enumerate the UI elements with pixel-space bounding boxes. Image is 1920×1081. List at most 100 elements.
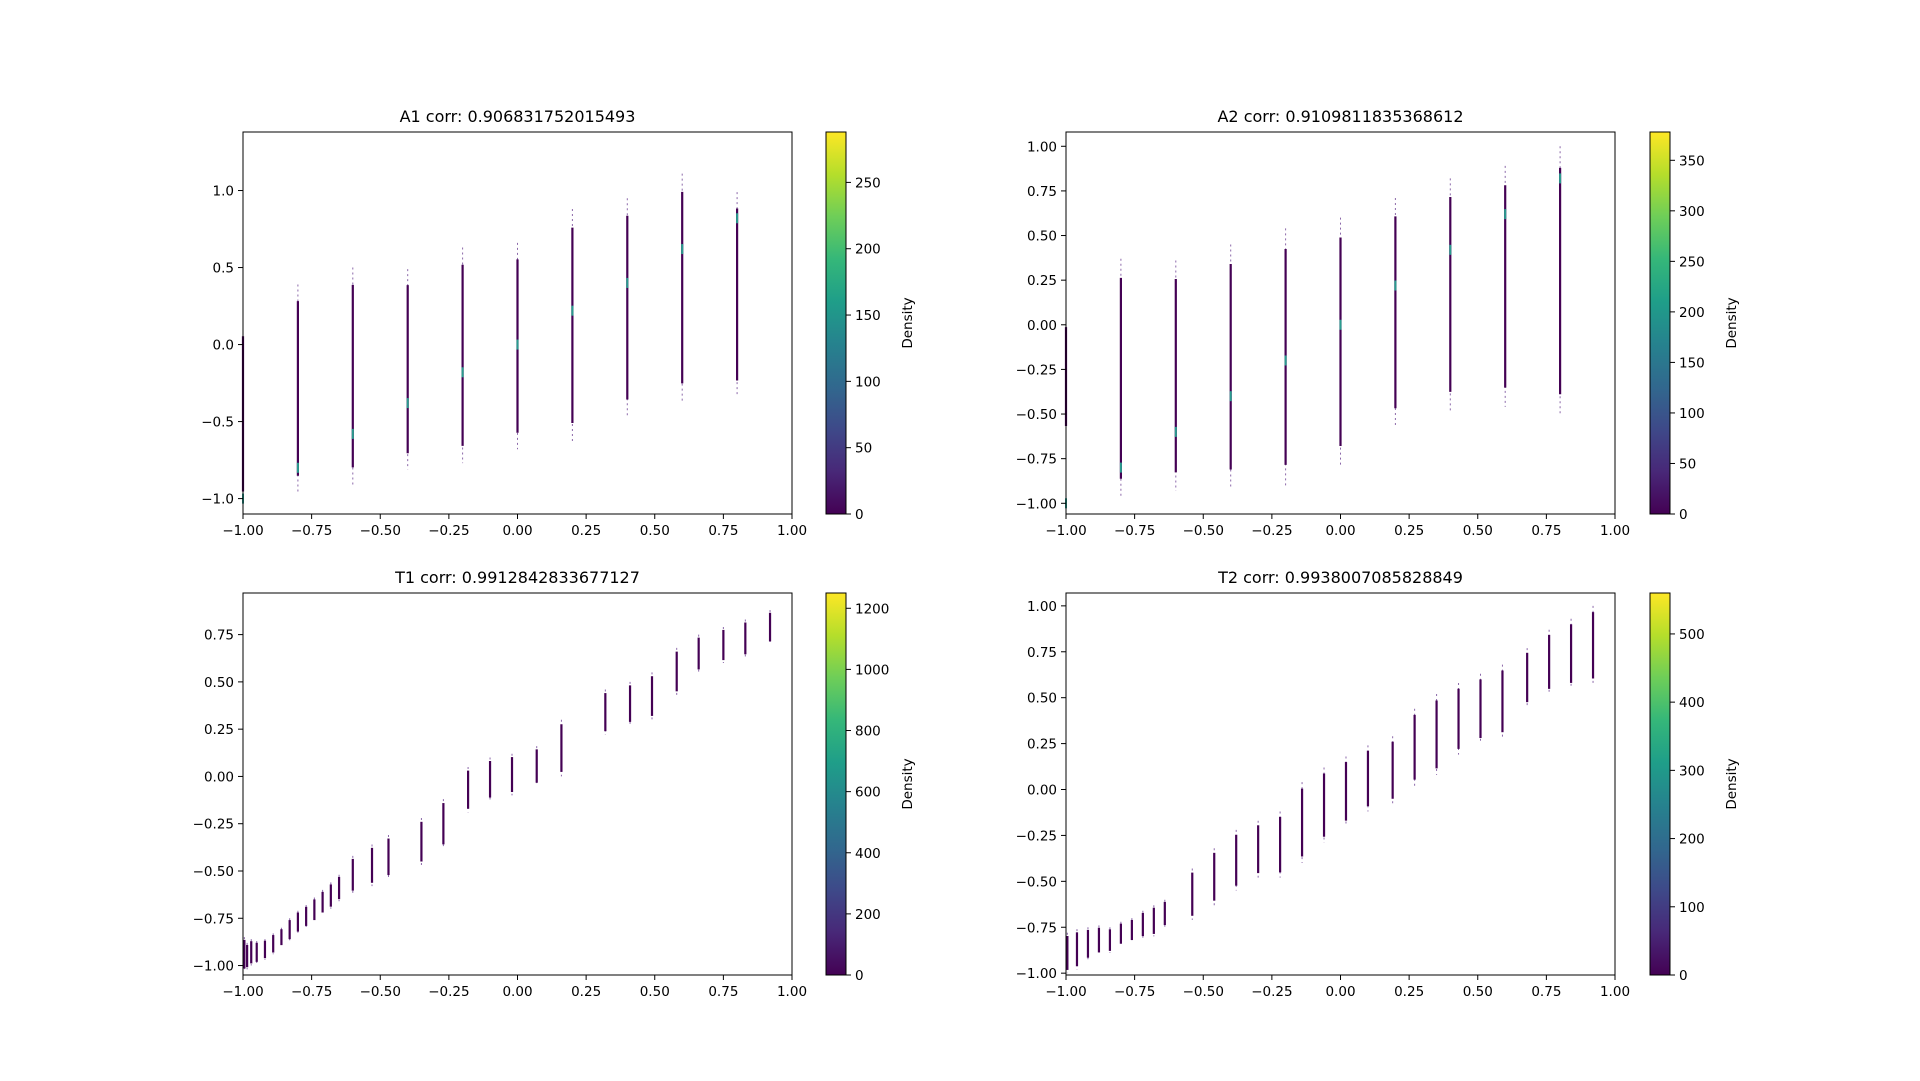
colorbar-tick-label: 400	[855, 846, 881, 862]
y-tick-label: 0.00	[204, 769, 234, 785]
colorbar-tick-label: 300	[1679, 204, 1705, 220]
data-marks	[243, 610, 772, 972]
y-tick-label: 0.0	[213, 338, 234, 354]
x-tick-label: 0.25	[1394, 984, 1424, 1000]
y-tick-label: 1.00	[1027, 599, 1057, 615]
colorbar-tick-label: 100	[1679, 406, 1705, 422]
colorbar-tick-label: 200	[1679, 832, 1705, 848]
x-tick-label: −1.00	[222, 523, 263, 539]
y-tick-label: −1.00	[1016, 496, 1057, 512]
panel-1: A1 corr: 0.906831752015493−1.00 −0.75 −0.5…	[201, 107, 916, 539]
x-tick-label: −0.75	[1114, 523, 1155, 539]
x-tick-label: −0.25	[1251, 523, 1292, 539]
y-tick-label: 0.50	[1027, 691, 1057, 707]
x-tick-label: 1.00	[777, 523, 807, 539]
colorbar-tick-label: 200	[855, 907, 881, 923]
colorbar-tick-label: 400	[1679, 695, 1705, 711]
x-tick-label: 0.50	[640, 984, 670, 1000]
plot-frame	[1065, 592, 1616, 976]
colorbar-label: Density	[1724, 297, 1740, 348]
colorbar-tick-label: 350	[1679, 153, 1705, 169]
colorbar: 0 50 100 150 200 250 Density	[825, 131, 916, 523]
colorbar-tick-label: 200	[1679, 305, 1705, 321]
y-tick-label: 1.00	[1027, 139, 1057, 155]
y-tick-label: −0.75	[193, 911, 234, 927]
data-marks	[241, 173, 739, 507]
colorbar-tick-label: 150	[1679, 355, 1705, 371]
x-tick-label: −0.50	[1183, 523, 1224, 539]
colorbar-tick-label: 0	[855, 507, 864, 523]
x-tick-label: 0.50	[1463, 984, 1493, 1000]
y-tick-label: 0.25	[1027, 737, 1057, 753]
y-tick-label: 0.75	[204, 628, 234, 644]
y-tick-label: 0.50	[204, 675, 234, 691]
panel-title: A2 corr: 0.9109811835368612	[1217, 107, 1463, 126]
x-tick-label: −0.50	[360, 984, 401, 1000]
colorbar: 0 100 200 300 400 500 Density	[1649, 592, 1740, 984]
colorbar-tick-label: 1000	[855, 662, 889, 678]
colorbar-tick-label: 100	[855, 374, 881, 390]
y-tick-label: −1.00	[193, 959, 234, 975]
panel-3: T1 corr: 0.9912842833677127 −1.00 −0.75 −0.…	[193, 568, 916, 1000]
colorbar-tick-label: 150	[855, 308, 881, 324]
y-tick-label: −0.25	[1016, 828, 1057, 844]
x-tick-label: 0.50	[1463, 523, 1493, 539]
x-tick-label: 0.75	[708, 984, 738, 1000]
data-marks	[1066, 605, 1595, 974]
panel-4: T2 corr: 0.9938007085828849 −1.00 −0.75 −0.…	[1016, 568, 1740, 1000]
x-tick-label: 0.25	[1394, 523, 1424, 539]
y-tick-label: −0.75	[1016, 452, 1057, 468]
colorbar-gradient	[825, 131, 847, 515]
x-tick-label: 1.00	[1600, 984, 1630, 1000]
y-tick-label: −0.50	[193, 864, 234, 880]
colorbar-label: Density	[900, 758, 916, 809]
y-tick-label: 0.5	[213, 261, 234, 277]
x-tick-label: −0.25	[428, 523, 469, 539]
panel-title: T1 corr: 0.9912842833677127	[394, 568, 640, 587]
y-tick-label: 0.25	[1027, 273, 1057, 289]
y-tick-label: 1.0	[213, 184, 234, 200]
colorbar-tick-label: 800	[855, 724, 881, 740]
x-tick-label: −0.50	[1183, 984, 1224, 1000]
y-tick-label: 0.50	[1027, 229, 1057, 245]
colorbar-tick-label: 50	[855, 441, 872, 457]
colorbar-tick-label: 600	[855, 785, 881, 801]
data-marks	[1064, 146, 1562, 509]
colorbar-tick-label: 500	[1679, 627, 1705, 643]
y-tick-label: 0.25	[204, 722, 234, 738]
colorbar-tick-label: 250	[1679, 254, 1705, 270]
x-tick-label: −0.50	[360, 523, 401, 539]
y-tick-label: −1.00	[1016, 966, 1057, 982]
colorbar-tick-label: 0	[1679, 507, 1688, 523]
y-tick-label: −0.5	[201, 415, 234, 431]
x-tick-label: −1.00	[222, 984, 263, 1000]
x-tick-label: −0.75	[291, 984, 332, 1000]
colorbar: 0 50 100 150 200 250 300 350 Density	[1649, 131, 1740, 523]
x-tick-label: 0.00	[1325, 984, 1355, 1000]
x-tick-label: 1.00	[1600, 523, 1630, 539]
y-tick-label: −0.25	[1016, 362, 1057, 378]
y-tick-label: −0.25	[193, 817, 234, 833]
colorbar-tick-label: 0	[855, 968, 864, 984]
x-tick-label: −0.75	[1114, 984, 1155, 1000]
colorbar: 0 200 400 600 800 1000 1200 Density	[825, 592, 916, 984]
x-tick-label: 0.50	[640, 523, 670, 539]
colorbar-tick-label: 300	[1679, 763, 1705, 779]
y-tick-label: 0.75	[1027, 645, 1057, 661]
x-tick-label: 0.25	[571, 523, 601, 539]
x-tick-label: −0.25	[1251, 984, 1292, 1000]
y-tick-label: 0.75	[1027, 184, 1057, 200]
colorbar-tick-label: 200	[855, 242, 881, 258]
y-tick-label: 0.00	[1027, 318, 1057, 334]
y-tick-label: 0.00	[1027, 783, 1057, 799]
colorbar-tick-label: 50	[1679, 456, 1696, 472]
x-tick-label: −1.00	[1045, 984, 1086, 1000]
y-tick-label: −0.50	[1016, 407, 1057, 423]
colorbar-label: Density	[1724, 758, 1740, 809]
x-tick-label: 0.25	[571, 984, 601, 1000]
colorbar-tick-label: 0	[1679, 968, 1688, 984]
colorbar-gradient	[1649, 131, 1671, 515]
x-tick-label: 0.00	[502, 984, 532, 1000]
y-tick-label: −1.0	[201, 492, 234, 508]
